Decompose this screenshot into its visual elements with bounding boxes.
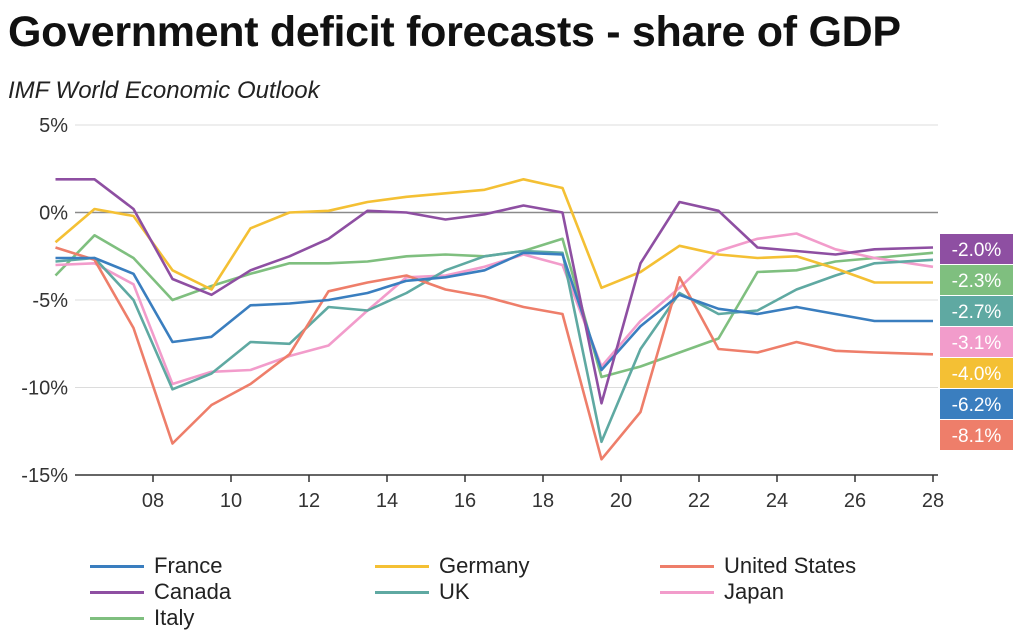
end-label-germany: -4.0% bbox=[940, 358, 1013, 388]
x-tick-label: 10 bbox=[220, 490, 242, 512]
series-line-canada bbox=[55, 178, 934, 405]
x-axis: 08 10 12 14 16 18 20 22 24 26 28 bbox=[75, 474, 944, 512]
end-label-box bbox=[940, 265, 1013, 295]
legend-item-united-states: United States bbox=[660, 553, 856, 579]
x-tick-label: 08 bbox=[142, 490, 164, 512]
end-label-uk: -2.7% bbox=[940, 296, 1013, 326]
legend-swatch bbox=[660, 564, 714, 568]
x-tick-label: 24 bbox=[766, 490, 788, 512]
legend-swatch bbox=[90, 616, 144, 620]
gridlines bbox=[75, 124, 938, 388]
legend-swatch bbox=[375, 590, 429, 594]
end-label-text: -8.1% bbox=[952, 426, 1002, 447]
end-label-text: -2.3% bbox=[952, 271, 1002, 292]
legend-label: Germany bbox=[439, 553, 530, 578]
legend-swatch bbox=[660, 590, 714, 594]
legend-label: Japan bbox=[724, 579, 784, 604]
end-label-france: -6.2% bbox=[940, 389, 1013, 419]
x-tick-label: 16 bbox=[454, 490, 476, 512]
end-label-box bbox=[940, 389, 1013, 419]
series-line-united-states bbox=[55, 246, 934, 461]
y-tick-label: 5% bbox=[39, 115, 68, 137]
chart-title: Government deficit forecasts - share of … bbox=[8, 8, 901, 56]
x-tick-label: 20 bbox=[610, 490, 632, 512]
end-label-text: -3.1% bbox=[952, 333, 1002, 354]
series-line-uk bbox=[55, 249, 934, 444]
end-label-japan: -3.1% bbox=[940, 327, 1013, 357]
legend-swatch bbox=[375, 564, 429, 568]
legend-swatch bbox=[90, 564, 144, 568]
end-label-box bbox=[940, 358, 1013, 388]
x-tick-label: 12 bbox=[298, 490, 320, 512]
y-tick-label: -5% bbox=[32, 290, 68, 312]
end-labels: -2.0% -2.3% -2.7% -3.1% -4.0% -6.2% -8.1% bbox=[940, 234, 1013, 450]
end-label-text: -6.2% bbox=[952, 395, 1002, 416]
end-label-box bbox=[940, 327, 1013, 357]
legend-label: Italy bbox=[154, 605, 195, 630]
x-tick-label: 22 bbox=[688, 490, 710, 512]
line-chart: 5% 0% -5% -10% -15% 08 10 12 14 16 18 20 22 24 26 28 -… bbox=[21, 115, 1013, 512]
legend-item-japan: Japan bbox=[660, 579, 784, 605]
legend-label: France bbox=[154, 553, 223, 578]
legend-item-canada: Canada bbox=[90, 579, 231, 605]
legend-label: Canada bbox=[154, 579, 232, 604]
x-tick-label: 14 bbox=[376, 490, 398, 512]
series-lines bbox=[54, 178, 934, 461]
end-label-canada: -2.0% bbox=[940, 234, 1013, 264]
end-label-text: -4.0% bbox=[952, 364, 1002, 385]
legend-item-italy: Italy bbox=[90, 605, 194, 631]
x-tick-label: 18 bbox=[532, 490, 554, 512]
legend-item-germany: Germany bbox=[375, 553, 529, 579]
series-line-japan bbox=[55, 232, 934, 386]
legend-item-uk: UK bbox=[375, 579, 470, 605]
end-label-box bbox=[940, 420, 1013, 450]
legend-label: UK bbox=[439, 579, 470, 604]
y-tick-label: 0% bbox=[39, 203, 68, 225]
legend-label: United States bbox=[724, 553, 857, 578]
x-tick-label: 28 bbox=[922, 490, 944, 512]
series-line-germany bbox=[54, 178, 933, 291]
end-label-box bbox=[940, 234, 1013, 264]
chart-subtitle: IMF World Economic Outlook bbox=[8, 77, 320, 104]
legend-swatch bbox=[90, 590, 144, 594]
y-axis: 5% 0% -5% -10% -15% bbox=[21, 115, 68, 487]
legend-item-france: France bbox=[90, 553, 222, 579]
end-label-text: -2.7% bbox=[952, 302, 1002, 323]
end-label-box bbox=[940, 296, 1013, 326]
x-tick-label: 26 bbox=[844, 490, 866, 512]
end-label-italy: -2.3% bbox=[940, 265, 1013, 295]
end-label-united-states: -8.1% bbox=[940, 420, 1013, 450]
series-line-france bbox=[55, 251, 933, 372]
y-tick-label: -15% bbox=[21, 465, 68, 487]
end-label-text: -2.0% bbox=[952, 240, 1002, 261]
y-tick-label: -10% bbox=[21, 378, 68, 400]
